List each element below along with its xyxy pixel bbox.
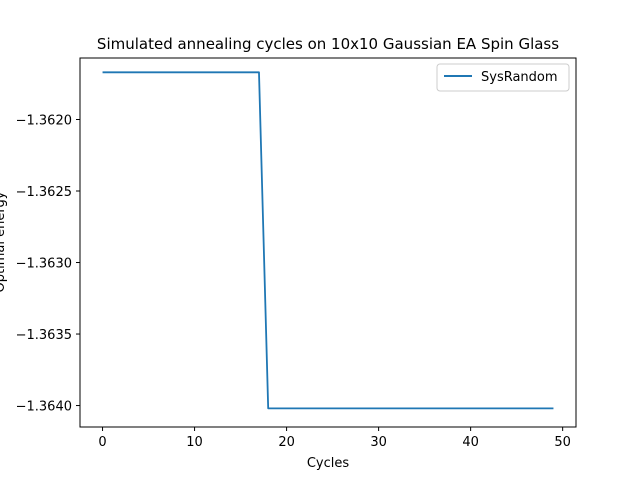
y-tick-label: −1.3625 bbox=[16, 185, 72, 200]
x-tick-label: 0 bbox=[98, 435, 106, 450]
plot-frame bbox=[79, 57, 577, 428]
series-line-sysrandom bbox=[102, 71, 554, 410]
y-axis-label: Optimal energy bbox=[0, 191, 8, 292]
x-axis-ticks: 0 10 20 30 40 50 bbox=[98, 427, 571, 450]
x-tick-label: 10 bbox=[186, 435, 203, 450]
legend-label: SysRandom bbox=[481, 70, 558, 85]
y-tick-label: −1.3635 bbox=[16, 328, 72, 343]
y-axis-ticks: −1.3620 −1.3625 −1.3630 −1.3635 −1.3640 bbox=[16, 114, 80, 415]
x-axis-label: Cycles bbox=[307, 456, 350, 471]
plot-area bbox=[102, 71, 554, 410]
chart-title: Simulated annealing cycles on 10x10 Gaus… bbox=[97, 35, 559, 53]
y-tick-label: −1.3630 bbox=[16, 257, 72, 272]
x-tick-label: 20 bbox=[278, 435, 295, 450]
x-tick-label: 50 bbox=[554, 435, 571, 450]
x-tick-label: 30 bbox=[370, 435, 387, 450]
legend-box bbox=[436, 63, 570, 92]
x-tick-label: 40 bbox=[462, 435, 479, 450]
legend: SysRandom bbox=[436, 63, 570, 92]
y-tick-label: −1.3620 bbox=[16, 114, 72, 129]
y-tick-label: −1.3640 bbox=[16, 400, 72, 415]
